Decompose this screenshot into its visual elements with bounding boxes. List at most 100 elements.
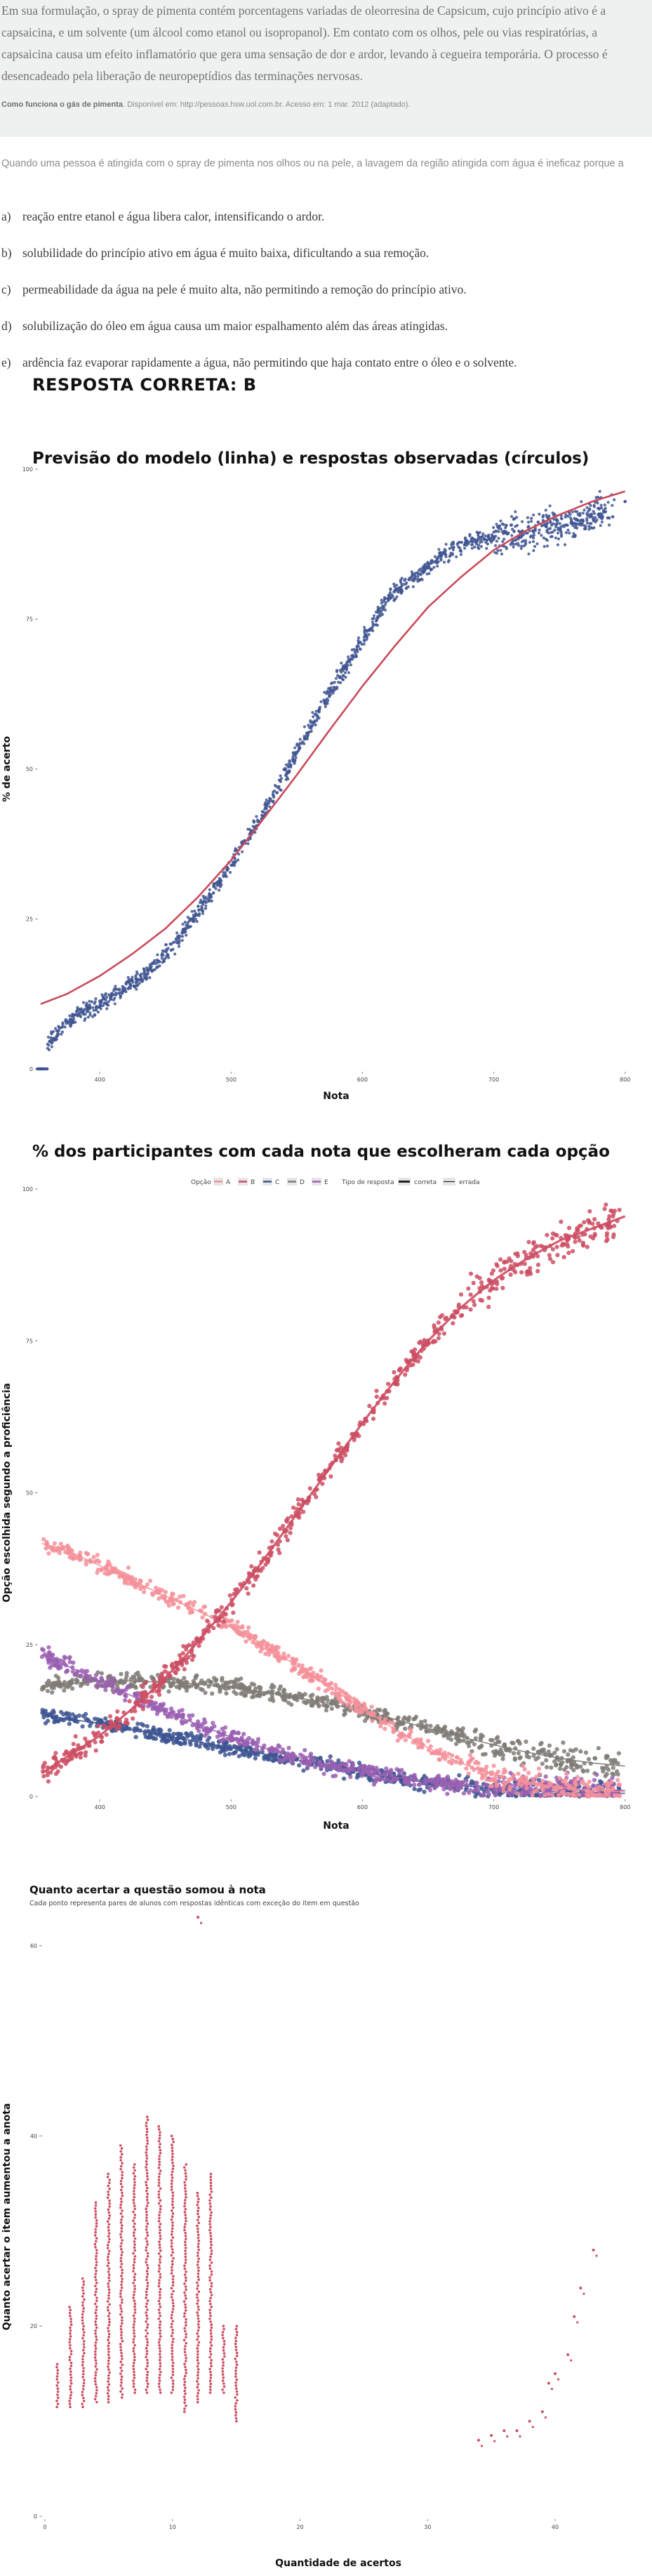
chart1-observed-point	[590, 522, 593, 525]
chart2-point-B	[561, 1255, 566, 1260]
option-letter: b)	[1, 246, 12, 260]
chart3-point	[68, 2400, 71, 2403]
chart1-observed-point	[326, 690, 329, 693]
chart2-point-B	[526, 1240, 531, 1244]
chart1-observed-point	[388, 591, 392, 595]
chart2-point-B	[270, 1539, 274, 1544]
chart1-observed-point	[264, 803, 267, 806]
chart1-observed-point	[307, 723, 310, 727]
chart2-point-B	[190, 1657, 195, 1662]
chart3-point	[95, 2317, 98, 2320]
source-rest: . Disponível em: http://pessoas.hsw.uol.…	[122, 100, 411, 109]
chart1-observed-point	[585, 521, 590, 525]
chart2-point-C	[253, 1752, 258, 1756]
chart1-observed-point	[86, 1006, 90, 1010]
chart2-point-C	[148, 1733, 153, 1737]
chart1-observed-point	[49, 1040, 53, 1044]
chart2-point-D	[616, 1772, 620, 1777]
chart2-point-D	[375, 1707, 380, 1712]
chart2-point-B	[397, 1367, 402, 1372]
chart2-x-tick-label: 800	[620, 1804, 630, 1811]
chart2-point-D	[46, 1678, 51, 1683]
option-d[interactable]: d) solubilização do óleo em água causa um…	[1, 319, 448, 334]
chart1-observed-point	[510, 541, 514, 545]
chart2-point-A	[240, 1625, 245, 1630]
chart3-point	[81, 2358, 84, 2361]
chart2-point-B	[451, 1321, 455, 1326]
chart2-point-B	[374, 1394, 379, 1399]
chart1-observed-point	[268, 805, 272, 808]
chart2-point-B	[545, 1233, 550, 1237]
chart1-observed-point	[530, 520, 533, 523]
option-e[interactable]: e) ardência faz evaporar rapidamente a ág…	[1, 355, 517, 370]
chart1-observed-point	[300, 742, 303, 745]
chart2-point-A	[338, 1698, 343, 1703]
chart1-observed-point	[333, 681, 336, 684]
chart2-point-B	[246, 1571, 251, 1576]
chart3-point	[81, 2319, 84, 2322]
chart2-point-D	[557, 1766, 563, 1771]
chart2-point-B	[178, 1652, 182, 1658]
chart2-point-D	[270, 1683, 274, 1688]
chart1-observed-point	[571, 510, 574, 514]
chart1-observed-point	[201, 909, 205, 913]
chart2-point-E	[64, 1669, 69, 1674]
chart2-point-B	[184, 1657, 189, 1662]
chart3-point	[69, 2320, 72, 2323]
chart2-point-E	[591, 1783, 596, 1788]
chart1-observed-point	[61, 1021, 65, 1025]
chart3-point	[69, 2335, 72, 2338]
chart1-observed-point	[88, 1003, 91, 1006]
chart1-observed-point	[414, 577, 418, 581]
chart1-observed-point	[180, 931, 184, 935]
chart3-point	[81, 2301, 84, 2304]
chart1-observed-point	[458, 546, 462, 550]
chart1-observed-point	[566, 515, 570, 518]
chart2-point-B	[227, 1593, 232, 1598]
chart2-point-E	[123, 1698, 128, 1703]
chart2-point-D	[133, 1671, 138, 1676]
chart1-observed-point	[581, 518, 585, 523]
chart2-point-A	[383, 1716, 388, 1721]
chart3-point	[55, 2365, 58, 2369]
chart1-observed-point	[599, 506, 604, 510]
chart2-point-E	[385, 1777, 390, 1782]
chart2-point-A	[530, 1793, 535, 1798]
chart3-point	[69, 2346, 72, 2350]
chart2-point-A	[493, 1775, 498, 1780]
option-a[interactable]: a) reação entre etanol e água libera calo…	[1, 209, 324, 224]
option-b[interactable]: b) solubilidade do princípio ativo em águ…	[1, 246, 429, 261]
chart2-point-A	[550, 1793, 555, 1798]
chart2-legend-option-D: D	[300, 1179, 305, 1186]
chart2-point-B	[486, 1304, 491, 1309]
chart2-point-E	[543, 1774, 548, 1779]
chart1-observed-point	[498, 524, 502, 527]
chart1-observed-point	[317, 709, 321, 712]
chart3-point	[81, 2372, 85, 2376]
chart2-point-B	[328, 1474, 333, 1479]
chart1-observed-point	[486, 535, 491, 539]
chart2-point-B	[146, 1699, 151, 1704]
chart2-point-C	[40, 1710, 45, 1715]
chart2-point-A	[77, 1557, 82, 1563]
chart1-observed-point	[520, 520, 524, 523]
chart2-point-E	[40, 1647, 45, 1652]
chart3-y-tick-label: 60	[30, 1943, 37, 1950]
chart2-point-A	[349, 1705, 354, 1711]
chart3-point	[69, 2318, 72, 2320]
chart1-observed-point	[233, 861, 237, 865]
option-c[interactable]: c) permeabilidade da água na pele é muito…	[1, 282, 467, 297]
chart2-point-B	[472, 1303, 477, 1308]
chart2-point-B	[127, 1699, 132, 1704]
chart2-point-E	[236, 1730, 241, 1735]
chart2-point-D	[606, 1767, 611, 1772]
chart2-point-B	[223, 1612, 228, 1617]
chart1-observed-point	[493, 544, 498, 548]
chart1-observed-point	[63, 1025, 67, 1029]
chart1-observed-point	[510, 515, 514, 518]
chart2-point-D	[613, 1758, 618, 1763]
chart3-point	[82, 2384, 85, 2388]
chart1-observed-point	[265, 799, 268, 802]
chart1-observed-point	[533, 545, 537, 548]
chart1-observed-point	[85, 1010, 88, 1013]
